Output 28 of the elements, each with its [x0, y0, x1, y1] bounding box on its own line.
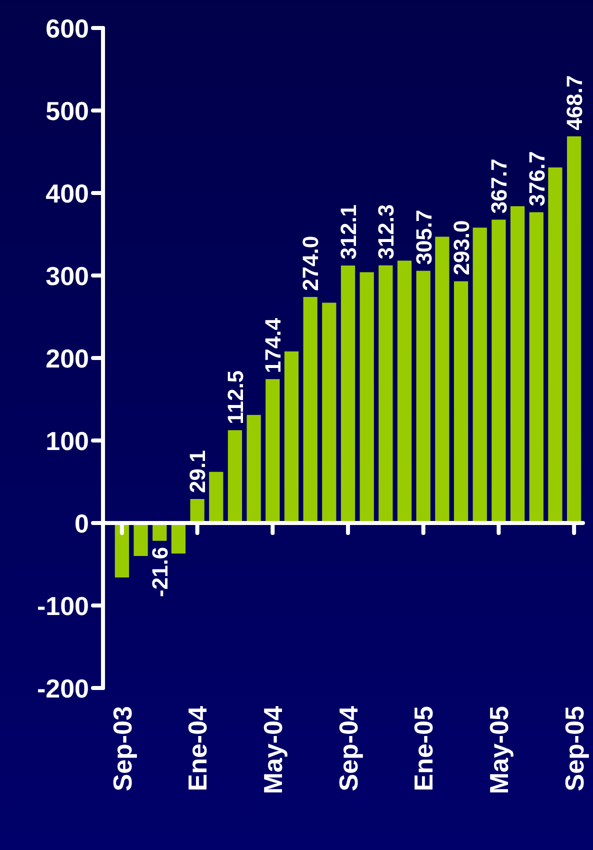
x-tick-label: Ene-04 [182, 705, 213, 792]
y-tick-label: -100 [36, 590, 89, 621]
y-tick-label: 500 [46, 96, 89, 126]
x-tick-label: Sep-03 [107, 706, 138, 792]
x-tick-label: Ene-05 [408, 706, 439, 792]
y-tick-label: -200 [36, 673, 89, 704]
data-label: 468.7 [562, 75, 587, 130]
data-label: 174.4 [260, 317, 286, 374]
data-label: 293.0 [448, 220, 474, 276]
data-label: 274.0 [298, 236, 324, 291]
y-tick-label: 400 [46, 178, 89, 208]
y-tick-label: 100 [46, 426, 89, 456]
y-tick-label: 600 [46, 13, 89, 44]
data-label: 305.7 [411, 210, 436, 265]
x-tick-label: May-04 [258, 705, 288, 794]
x-tick-label: Sep-04 [333, 705, 364, 792]
data-label: 367.7 [486, 158, 512, 214]
y-tick-label: 300 [46, 260, 89, 291]
data-label: 29.1 [185, 450, 210, 493]
x-tick-label: Sep-05 [559, 706, 590, 792]
data-label: 312.3 [374, 204, 399, 260]
data-label: 376.7 [524, 151, 550, 206]
data-label: -21.6 [148, 546, 173, 597]
data-label: 112.5 [222, 370, 248, 424]
y-tick-label: 0 [74, 508, 89, 538]
y-tick-label: 200 [46, 343, 89, 374]
data-label: 312.1 [336, 204, 361, 260]
x-tick-label: May-05 [484, 706, 514, 794]
